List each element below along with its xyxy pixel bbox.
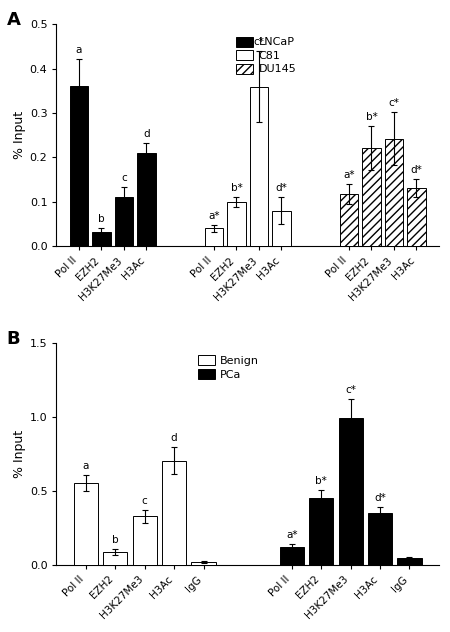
Bar [250, 87, 268, 246]
Text: a*: a* [286, 530, 297, 540]
Text: a: a [76, 45, 82, 55]
Bar [133, 516, 157, 565]
Text: c: c [142, 495, 148, 506]
Text: b*: b* [230, 183, 242, 193]
Bar [74, 483, 98, 565]
Text: b: b [98, 214, 105, 224]
Text: d*: d* [374, 492, 386, 502]
Text: d*: d* [275, 183, 287, 193]
Y-axis label: % Input: % Input [13, 430, 26, 478]
Text: b: b [112, 535, 119, 545]
Bar [137, 153, 156, 246]
Bar [368, 513, 392, 565]
Text: c*: c* [345, 385, 356, 394]
Bar [70, 85, 88, 246]
Y-axis label: % Input: % Input [13, 111, 26, 159]
Text: d: d [143, 130, 150, 139]
Bar [280, 547, 304, 565]
Bar [407, 188, 426, 246]
Bar [227, 202, 246, 246]
Bar [338, 418, 363, 565]
Bar [397, 558, 422, 565]
Text: a*: a* [208, 211, 220, 221]
Bar [272, 210, 291, 246]
Bar [103, 552, 127, 565]
Text: c*: c* [388, 98, 399, 108]
Bar [205, 229, 223, 246]
Text: a: a [83, 461, 89, 471]
Bar [92, 232, 111, 246]
Text: A: A [7, 11, 21, 29]
Bar [162, 461, 186, 565]
Legend: LNCaP, C81, DU145: LNCaP, C81, DU145 [234, 34, 298, 76]
Text: a*: a* [343, 170, 355, 180]
Text: b*: b* [315, 477, 327, 487]
Bar [309, 499, 333, 565]
Text: d: d [171, 434, 177, 444]
Text: c*: c* [253, 37, 264, 47]
Bar [340, 194, 358, 246]
Text: c: c [121, 173, 127, 183]
Text: d*: d* [410, 165, 422, 175]
Bar [192, 562, 216, 565]
Text: B: B [7, 330, 20, 348]
Bar [385, 139, 403, 246]
Legend: Benign, PCa: Benign, PCa [196, 353, 261, 382]
Bar [115, 197, 133, 246]
Text: b*: b* [365, 112, 377, 121]
Bar [362, 148, 381, 246]
